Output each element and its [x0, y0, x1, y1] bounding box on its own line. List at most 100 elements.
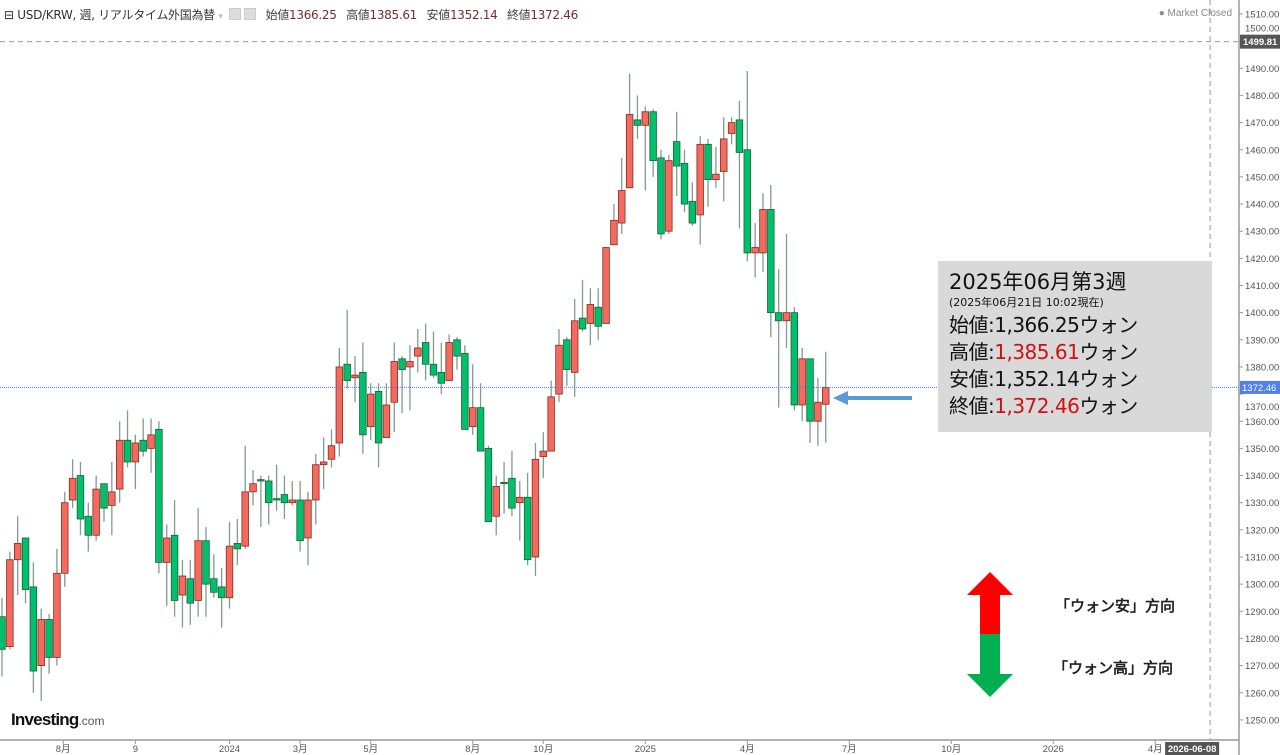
y-tick-label: 1280.00: [1245, 634, 1279, 645]
candle-body: [500, 481, 508, 485]
candle: [210, 554, 218, 598]
candle: [123, 410, 132, 468]
candle-body: [782, 312, 791, 322]
info-row-value: 1,372.46: [994, 394, 1080, 418]
candle: [280, 475, 289, 519]
candle-body: [523, 496, 532, 561]
candle-body: [0, 616, 6, 650]
candle: [155, 421, 163, 574]
candle: [806, 358, 814, 443]
y-tick-label: 1390.00: [1245, 335, 1279, 346]
high-label: 高値: [346, 8, 370, 22]
settings-icon[interactable]: [244, 8, 257, 20]
candle: [421, 323, 430, 381]
candle-body: [453, 339, 461, 357]
y-tick-label: 1300.00: [1245, 580, 1279, 591]
candle: [672, 111, 681, 196]
candle-body: [45, 619, 53, 658]
candle-body: [296, 499, 304, 542]
open-label: 始値: [265, 8, 290, 22]
y-tick-label: 1290.00: [1245, 607, 1279, 618]
logo-name: Investing: [11, 710, 79, 729]
y-tick-label: 1370.00: [1245, 402, 1279, 413]
candle: [594, 288, 602, 340]
candle-body: [641, 111, 649, 126]
candle: [531, 442, 540, 577]
y-tick-label: 1350.00: [1245, 444, 1279, 455]
candle-body: [163, 537, 171, 563]
candle: [343, 309, 351, 389]
candle-body: [272, 498, 281, 501]
candle-body: [814, 401, 822, 422]
candle: [665, 155, 673, 234]
info-row: 始値:1,366.25ウォン: [949, 312, 1212, 339]
x-tick-label: 5月: [363, 744, 378, 755]
candle-body: [680, 162, 689, 205]
chart-title[interactable]: USD/KRW, 週, リアルタイム外国為替: [17, 8, 215, 22]
candle-body: [61, 502, 69, 574]
candle-body: [555, 344, 563, 395]
x-tick-label: 10月: [533, 744, 553, 755]
candle-body: [53, 572, 61, 658]
candle: [476, 383, 485, 452]
candle-body: [594, 306, 602, 327]
candle-body: [767, 209, 775, 314]
candle: [0, 597, 6, 677]
candle: [649, 109, 657, 177]
candle-body: [727, 122, 736, 134]
dropdown-icon[interactable]: ▾: [218, 12, 223, 22]
candle-body: [712, 173, 720, 181]
candle: [29, 562, 38, 693]
candle-body: [343, 363, 351, 381]
candle: [45, 614, 53, 674]
info-row: 高値:1,385.61ウォン: [949, 339, 1212, 366]
candle: [657, 149, 665, 240]
candle: [21, 537, 30, 604]
y-tick-label: 1460.00: [1245, 145, 1279, 156]
candle: [633, 95, 642, 139]
candle-body: [194, 540, 202, 601]
candle: [743, 71, 751, 262]
candle-body: [688, 200, 697, 224]
visibility-icon[interactable]: [229, 8, 242, 20]
candle-body: [406, 361, 414, 368]
candle-body: [547, 396, 555, 452]
current-price-label: 1372.46: [1242, 383, 1276, 394]
candle-body: [468, 407, 477, 428]
investing-logo[interactable]: Investing.com: [11, 710, 104, 730]
candle-body: [610, 219, 618, 246]
candle-body: [531, 458, 540, 558]
candle: [414, 328, 422, 373]
candle: [751, 223, 759, 278]
candle-body: [657, 157, 665, 235]
candle: [586, 288, 595, 346]
candle-body: [139, 439, 147, 452]
candle-body: [367, 393, 375, 428]
candle-body: [21, 537, 30, 590]
candle-body: [492, 486, 500, 517]
candle-body: [516, 496, 524, 504]
candle: [406, 345, 414, 411]
candle-body: [672, 141, 681, 167]
candle-body: [178, 575, 187, 596]
candle: [680, 149, 689, 213]
candle: [720, 117, 728, 202]
candle: [147, 418, 155, 473]
crosshair-date-label: 2026-06-08: [1168, 744, 1217, 755]
collapse-icon[interactable]: ⊟: [4, 8, 14, 22]
current-price-badge: [1240, 380, 1280, 394]
candle-body: [798, 358, 806, 406]
info-row-label: 終値:: [949, 394, 995, 418]
candle: [335, 347, 344, 457]
candle: [100, 483, 108, 522]
candle: [351, 356, 359, 403]
candle: [265, 475, 273, 525]
candle: [570, 299, 579, 397]
candle: [688, 182, 697, 226]
y-tick-label: 1400.00: [1245, 308, 1279, 319]
candle-body: [217, 586, 226, 599]
candle: [822, 351, 830, 443]
y-tick-label: 1270.00: [1245, 661, 1279, 672]
candle-body: [68, 477, 77, 501]
